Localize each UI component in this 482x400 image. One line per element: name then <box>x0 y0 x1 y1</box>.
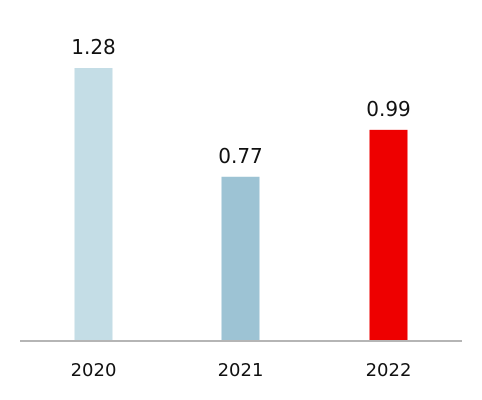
bar-2021 <box>221 176 260 341</box>
bar-2022 <box>369 129 408 341</box>
value-labels-layer: 1.28 0.77 0.99 <box>71 35 411 168</box>
value-label-2022: 0.99 <box>366 97 411 121</box>
x-tick-label-2020: 2020 <box>71 360 117 381</box>
bar-2020 <box>74 68 113 341</box>
x-tick-label-2022: 2022 <box>366 360 412 381</box>
value-label-2020: 1.28 <box>71 35 116 59</box>
bars-layer <box>74 68 408 341</box>
value-label-2021: 0.77 <box>218 144 263 168</box>
x-tick-label-2021: 2021 <box>218 360 264 381</box>
x-tick-labels-layer: 2020 2021 2022 <box>71 360 412 381</box>
